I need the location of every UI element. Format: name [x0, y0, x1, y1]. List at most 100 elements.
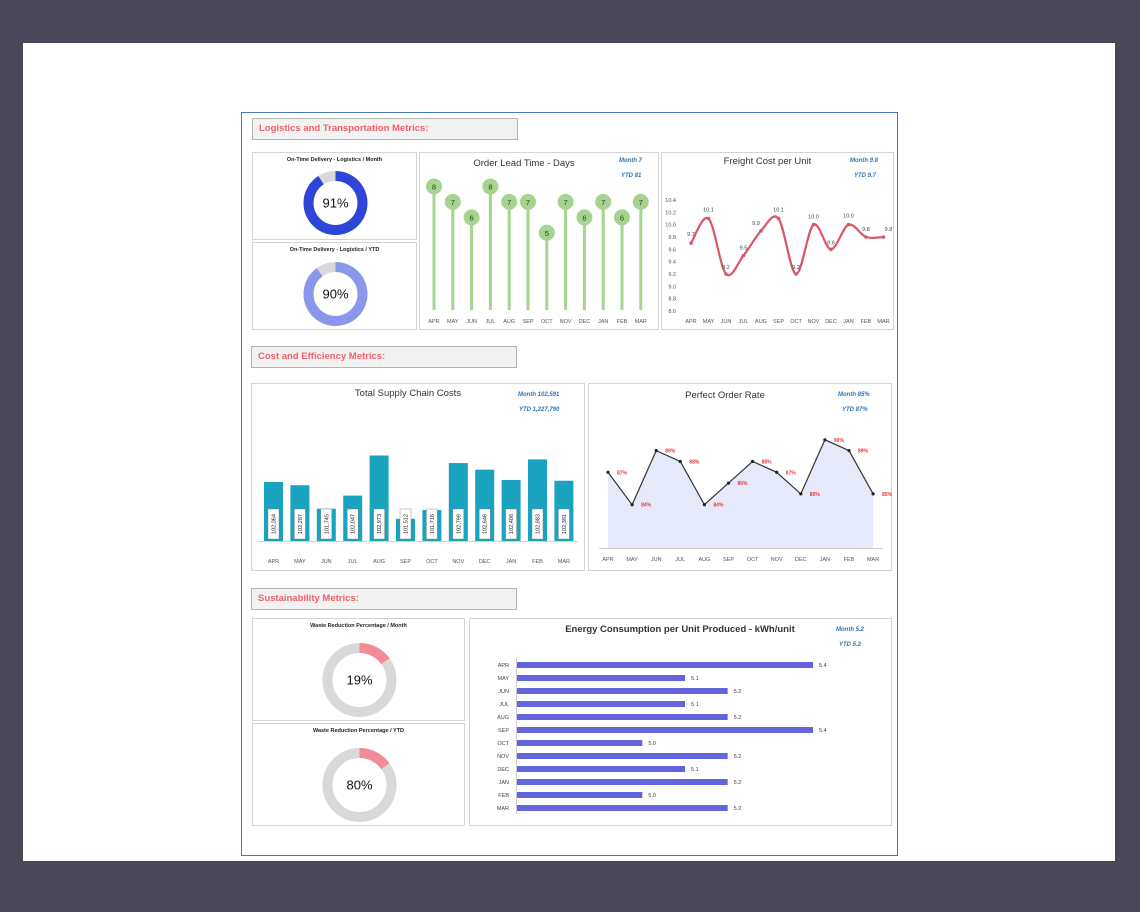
panel-energy: Energy Consumption per Unit Produced - k… [469, 618, 892, 826]
energy-bar [517, 675, 685, 681]
freight-y-tick: 10.2 [665, 210, 676, 216]
document-page: Logistics and Transportation Metrics: On… [23, 43, 1115, 861]
freight-point [689, 241, 693, 245]
panel-supply-costs: Total Supply Chain Costs Month 102,591 Y… [251, 383, 585, 571]
energy-bar [517, 688, 728, 694]
perfect-order-point [703, 503, 706, 506]
freight-y-tick: 9.0 [668, 284, 676, 290]
supply-data-label: 102,799 [456, 514, 462, 534]
perfect-order-data-label: 84% [713, 503, 724, 509]
freight-point [882, 235, 886, 239]
perfect-order-data-label: 89% [665, 449, 676, 455]
freight-x-tick: MAY [703, 319, 715, 325]
freight-y-tick: 8.8 [668, 297, 676, 303]
perfect-order-x-tick: FEB [844, 557, 855, 563]
energy-data-label: 5.1 [691, 676, 699, 682]
freight-x-tick: OCT [790, 319, 802, 325]
freight-point [847, 223, 851, 227]
freight-data-label: 9.8 [862, 227, 870, 233]
freight-chart: 8.68.89.09.29.49.69.810.010.210.49.7APR1… [662, 153, 895, 331]
lead-data-label: 6 [620, 213, 624, 222]
supply-x-tick: SEP [400, 559, 411, 565]
supply-data-label: 102,364 [272, 514, 278, 534]
supply-data-label: 102,391 [562, 514, 568, 534]
lead-data-label: 7 [526, 198, 530, 207]
energy-bar [517, 766, 685, 772]
panel-lead-time: Order Lead Time - Days Month 7 YTD 81 8 A… [419, 152, 659, 330]
supply-data-label: 102,883 [536, 514, 542, 534]
perfect-order-data-label: 84% [641, 503, 652, 509]
otd-ytd-donut: 90% [253, 243, 418, 331]
supply-x-tick: JAN [506, 559, 516, 565]
freight-data-label: 9.7 [687, 232, 695, 238]
freight-data-label: 10.1 [773, 208, 784, 214]
perfect-order-x-tick: AUG [698, 557, 710, 563]
lead-data-label: 6 [470, 213, 474, 222]
supply-data-label: 102,646 [483, 514, 489, 534]
lead-x-tick: SEP [522, 319, 533, 325]
perfect-order-x-tick: MAR [867, 557, 879, 563]
dashboard-sheet: Logistics and Transportation Metrics: On… [241, 112, 898, 856]
freight-point [829, 248, 833, 252]
energy-y-tick: APR [498, 663, 509, 669]
freight-data-label: 9.2 [722, 265, 730, 271]
energy-bar [517, 662, 813, 668]
perfect-order-point [655, 449, 658, 452]
perfect-order-x-tick: APR [602, 557, 613, 563]
freight-data-label: 10.0 [843, 214, 854, 220]
freight-point [707, 217, 711, 221]
freight-data-label: 9.8 [885, 227, 893, 233]
energy-data-label: 5.2 [734, 806, 742, 812]
freight-x-tick: JUL [739, 319, 749, 325]
energy-bar [517, 753, 728, 759]
energy-y-tick: MAY [497, 676, 509, 682]
lead-x-tick: DEC [579, 319, 591, 325]
energy-y-tick: SEP [498, 728, 509, 734]
lead-time-chart: 8 APR 7 MAY 6 JUN 8 JUL 7 AUG 7 SEP 5 OCT 7 NOV 6 DEC 7 JAN… [420, 153, 660, 331]
perfect-order-x-tick: JUN [651, 557, 662, 563]
perfect-order-data-label: 86% [738, 481, 749, 487]
lead-data-label: 7 [564, 198, 568, 207]
freight-data-label: 9.2 [792, 265, 800, 271]
lead-data-label: 8 [432, 182, 436, 191]
supply-x-tick: APR [268, 559, 279, 565]
section-title-cost: Cost and Efficiency Metrics: [251, 346, 517, 368]
perfect-order-point [775, 471, 778, 474]
lead-data-label: 6 [582, 213, 586, 222]
freight-x-tick: AUG [755, 319, 767, 325]
energy-y-tick: JAN [499, 780, 509, 786]
freight-x-tick: APR [685, 319, 696, 325]
perfect-order-point [751, 460, 754, 463]
energy-bar [517, 779, 728, 785]
supply-x-tick: JUN [321, 559, 332, 565]
freight-point [794, 272, 798, 276]
energy-chart: 5.4 APR 5.1 MAY 5.2 JUN 5.1 JUL 5.2 AUG 5.4 SEP 5.0 O… [470, 619, 893, 827]
energy-y-tick: JUN [498, 689, 509, 695]
energy-data-label: 5.0 [648, 793, 656, 799]
perfect-order-point [799, 492, 802, 495]
waste-month-arc [360, 648, 386, 661]
supply-data-label: 101,716 [430, 514, 436, 534]
freight-data-label: 10.0 [808, 215, 819, 221]
lead-x-tick: APR [428, 319, 439, 325]
lead-data-label: 8 [488, 182, 492, 191]
panel-perfect-order: Perfect Order Rate Month 85% YTD 87% 87%… [588, 383, 892, 571]
energy-y-tick: MAR [497, 806, 509, 812]
perfect-order-x-tick: DEC [795, 557, 807, 563]
energy-y-tick: FEB [498, 793, 509, 799]
supply-data-label: 101,512 [404, 514, 410, 534]
lead-x-tick: FEB [617, 319, 628, 325]
panel-freight: Freight Cost per Unit Month 9.8 YTD 9.7 … [661, 152, 894, 330]
freight-y-tick: 10.4 [665, 198, 676, 204]
otd-ytd-value-label: 90% [322, 287, 348, 302]
energy-data-label: 5.4 [819, 728, 827, 734]
waste-ytd-value-label: 80% [346, 778, 372, 793]
perfect-order-x-tick: SEP [723, 557, 734, 563]
perfect-order-x-tick: NOV [771, 557, 783, 563]
energy-bar [517, 714, 728, 720]
energy-bar [517, 792, 642, 798]
waste-month-donut: 19% [253, 619, 466, 722]
perfect-order-point [679, 460, 682, 463]
freight-y-tick: 9.4 [668, 260, 676, 266]
freight-x-tick: FEB [861, 319, 872, 325]
